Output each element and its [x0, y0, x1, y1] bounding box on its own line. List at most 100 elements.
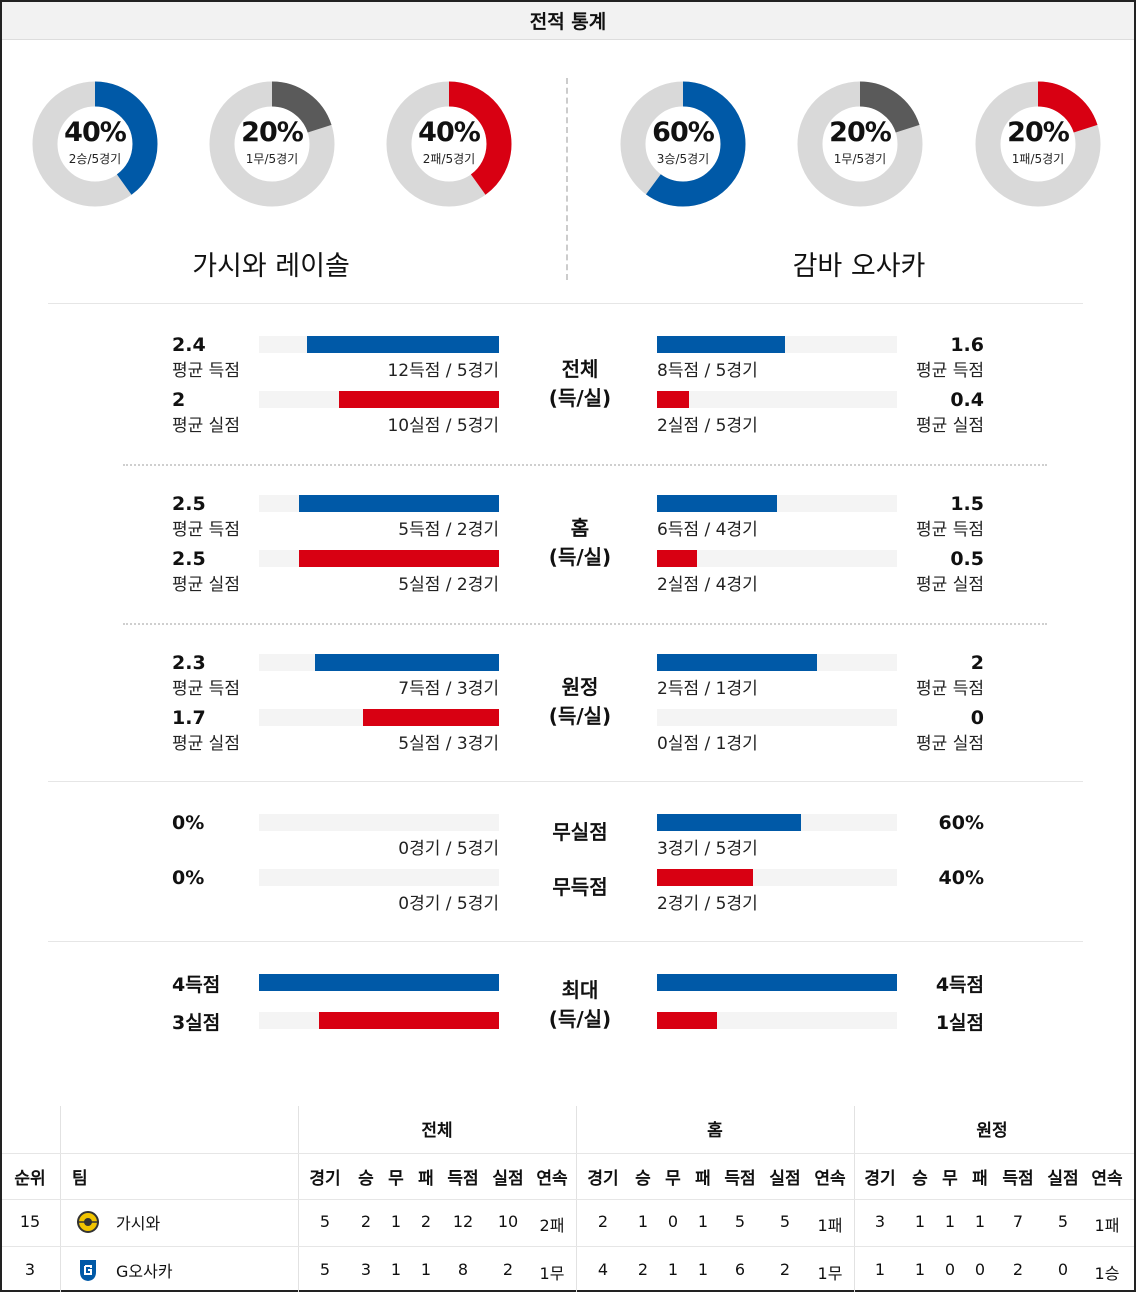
left-value: 3실점 — [172, 1012, 221, 1034]
right-loss-donut: 20% 1패/5경기 — [975, 81, 1101, 207]
table-cell: 0 — [944, 1260, 956, 1279]
left-bar-track — [259, 814, 499, 831]
column-header: 경기 — [587, 1169, 619, 1189]
donut-arc — [32, 81, 158, 207]
right-bar-fill — [657, 391, 689, 408]
left-bar-caption: 0경기 / 5경기 — [398, 839, 499, 859]
category-label: 무실점 — [552, 820, 608, 844]
donut-arc — [209, 81, 335, 207]
right-label: 평균 득점 — [916, 679, 984, 699]
table-cell: 2 — [360, 1212, 372, 1231]
right-draw-donut: 20% 1무/5경기 — [797, 81, 923, 207]
table-cell: 1 — [697, 1212, 709, 1231]
column-header: 패 — [418, 1169, 434, 1189]
column-header: 승 — [358, 1169, 374, 1189]
donut-arc — [386, 81, 512, 207]
column-header: 연속 — [536, 1169, 568, 1189]
category-name: 원정 — [561, 675, 599, 699]
donut-percent: 60% — [652, 117, 715, 148]
category-name: 최대 — [561, 978, 599, 1002]
table-cell: 1 — [944, 1212, 956, 1231]
table-cell: 10 — [497, 1212, 519, 1231]
left-value: 0% — [172, 867, 205, 889]
table-cell: 5 — [319, 1260, 331, 1279]
table-cell: 1 — [974, 1212, 986, 1231]
table-cell: 1 — [420, 1260, 432, 1279]
left-value: 2.3 — [172, 652, 206, 674]
right-draw-ring — [797, 81, 923, 207]
left-bar-track — [259, 869, 499, 886]
column-header: 승 — [912, 1169, 928, 1189]
left-value: 2.5 — [172, 548, 206, 570]
left-team-name: 가시와 레이솔 — [192, 251, 350, 282]
category-label: 최대 (득/실) — [520, 976, 640, 1034]
left-bar-track — [259, 654, 499, 671]
table-cell: 1무 — [539, 1264, 565, 1283]
right-bar-track — [657, 1012, 897, 1029]
donut-percent: 40% — [418, 117, 481, 148]
right-bar-caption: 2경기 / 5경기 — [657, 894, 758, 914]
left-bar-track — [259, 550, 499, 567]
page-title: 전적 통계 — [2, 2, 1134, 40]
table-cell: 3 — [874, 1212, 886, 1231]
column-header: 득점 — [724, 1169, 756, 1189]
table-cell: 1 — [914, 1212, 926, 1231]
table-divider — [2, 1153, 1134, 1154]
dotted-divider — [123, 464, 1047, 466]
right-bar-track — [657, 336, 897, 353]
left-label: 평균 실점 — [172, 575, 240, 595]
left-bar-caption: 10실점 / 5경기 — [387, 416, 499, 436]
category-unit: (득/실) — [548, 1007, 612, 1031]
column-header: 연속 — [1091, 1169, 1123, 1189]
right-team-name: 감바 오사카 — [792, 251, 926, 282]
left-bar-track — [259, 709, 499, 726]
table-cell: 2 — [637, 1260, 649, 1279]
left-bar-caption: 5실점 / 3경기 — [398, 734, 499, 754]
right-bar-fill — [657, 869, 753, 886]
table-group-header: 원정 — [976, 1121, 1008, 1141]
donut-record: 1무/5경기 — [245, 152, 299, 166]
left-bar-fill — [339, 391, 499, 408]
team-header: 팀 — [72, 1169, 88, 1189]
right-value: 60% — [938, 812, 984, 834]
left-bar-fill — [259, 974, 499, 991]
table-divider — [2, 1246, 1134, 1247]
left-label: 평균 득점 — [172, 361, 240, 381]
category-label: 홈 (득/실) — [520, 514, 640, 572]
category-label: 원정 (득/실) — [520, 673, 640, 731]
right-win-ring — [620, 81, 746, 207]
column-header: 실점 — [492, 1169, 524, 1189]
right-bar-fill — [657, 336, 785, 353]
category-unit: (득/실) — [548, 386, 612, 410]
team-rank: 3 — [24, 1260, 36, 1279]
category-label: 무득점 — [552, 875, 608, 899]
right-bar-caption: 2득점 / 1경기 — [657, 679, 758, 699]
column-header: 득점 — [1002, 1169, 1034, 1189]
left-bar-caption: 5득점 / 2경기 — [398, 520, 499, 540]
right-value: 0 — [970, 707, 984, 729]
table-group-header: 홈 — [707, 1121, 723, 1141]
left-bar-caption: 12득점 / 5경기 — [387, 361, 499, 381]
right-value: 1.6 — [950, 334, 984, 356]
right-bar-fill — [657, 1012, 717, 1029]
column-header: 득점 — [447, 1169, 479, 1189]
table-cell: 2 — [779, 1260, 791, 1279]
left-value: 2.4 — [172, 334, 206, 356]
column-header: 경기 — [864, 1169, 896, 1189]
table-cell: 2 — [1012, 1260, 1024, 1279]
rank-header: 순위 — [14, 1169, 46, 1189]
table-cell: 1패 — [817, 1216, 843, 1235]
right-bar-fill — [657, 974, 897, 991]
right-bar-track — [657, 709, 897, 726]
table-cell: 1무 — [817, 1264, 843, 1283]
left-value: 0% — [172, 812, 205, 834]
left-loss-donut: 40% 2패/5경기 — [386, 81, 512, 207]
table-cell: 12 — [452, 1212, 474, 1231]
right-bar-track — [657, 495, 897, 512]
right-value: 0.4 — [950, 389, 984, 411]
left-win-ring — [32, 81, 158, 207]
donut-record: 1무/5경기 — [833, 152, 887, 166]
left-bar-caption: 0경기 / 5경기 — [398, 894, 499, 914]
right-value: 1실점 — [935, 1012, 984, 1034]
donut-percent: 20% — [829, 117, 892, 148]
